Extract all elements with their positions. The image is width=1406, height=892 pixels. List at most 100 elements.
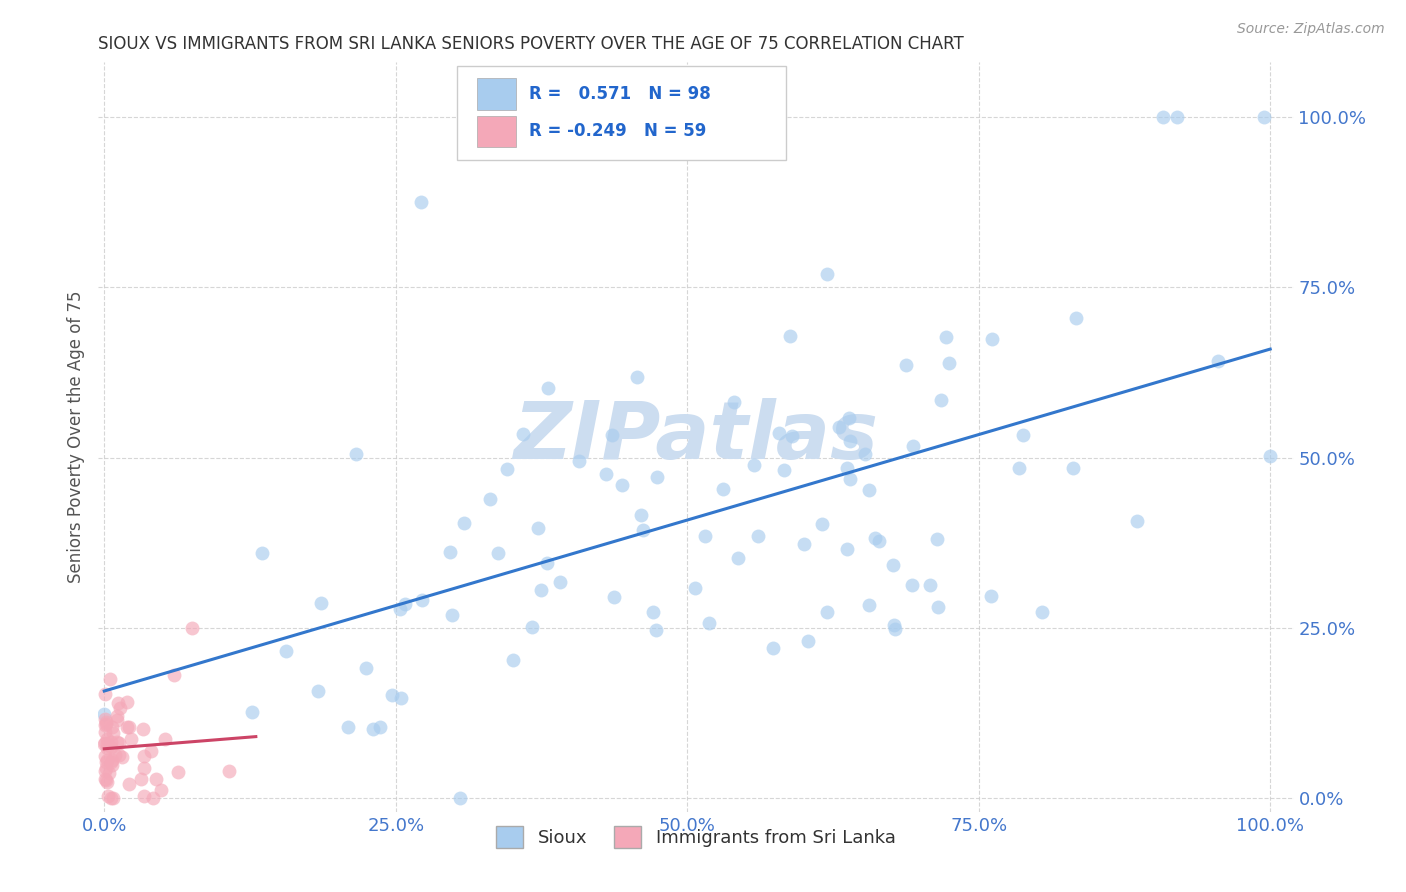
Point: [697, 616, 720, 631]
Point: [838, 472, 860, 486]
Point: [931, 392, 953, 407]
Point: [981, 333, 1004, 347]
Point: [896, 359, 918, 373]
Point: [1166, 110, 1188, 124]
Point: [103, 726, 125, 740]
Text: R = -0.249   N = 59: R = -0.249 N = 59: [529, 122, 706, 140]
Point: [411, 195, 433, 210]
Point: [389, 691, 412, 706]
Point: [307, 683, 329, 698]
Point: [610, 477, 633, 491]
Point: [218, 764, 240, 778]
Point: [94, 772, 117, 786]
Point: [600, 428, 623, 442]
Point: [94, 718, 117, 732]
Point: [142, 791, 165, 805]
Point: [101, 790, 124, 805]
Point: [180, 621, 202, 635]
Point: [96, 717, 118, 731]
Point: [768, 425, 790, 440]
Text: SIOUX VS IMMIGRANTS FROM SRI LANKA SENIORS POVERTY OVER THE AGE OF 75 CORRELATIO: SIOUX VS IMMIGRANTS FROM SRI LANKA SENIO…: [98, 35, 965, 53]
Point: [94, 748, 117, 763]
Point: [1258, 450, 1281, 464]
Point: [107, 736, 129, 750]
Point: [925, 532, 948, 546]
Point: [94, 761, 117, 775]
Point: [100, 735, 122, 749]
Point: [240, 706, 263, 720]
Point: [723, 395, 745, 409]
Point: [980, 589, 1002, 603]
Point: [394, 597, 416, 611]
Point: [1062, 461, 1084, 475]
Text: Source: ZipAtlas.com: Source: ZipAtlas.com: [1237, 22, 1385, 37]
Point: [411, 593, 433, 607]
Point: [595, 467, 617, 481]
Point: [309, 596, 332, 610]
Point: [118, 721, 141, 735]
Point: [132, 789, 155, 804]
Point: [93, 707, 115, 722]
Point: [336, 721, 359, 735]
Point: [858, 483, 880, 498]
Point: [853, 447, 876, 461]
Point: [645, 470, 668, 484]
Point: [512, 427, 534, 442]
Point: [93, 737, 115, 751]
Point: [107, 747, 129, 762]
Point: [630, 508, 652, 522]
Point: [101, 758, 124, 772]
Point: [96, 741, 118, 756]
Point: [96, 772, 118, 787]
Point: [139, 744, 162, 758]
Text: ZIPatlas: ZIPatlas: [513, 398, 879, 476]
Point: [903, 439, 925, 453]
Point: [105, 713, 128, 727]
Point: [536, 556, 558, 570]
Point: [568, 454, 591, 468]
Point: [502, 653, 524, 667]
Point: [100, 739, 122, 754]
Point: [645, 623, 668, 637]
Point: [626, 369, 648, 384]
Point: [389, 602, 412, 616]
Point: [520, 620, 543, 634]
Point: [762, 640, 785, 655]
Point: [96, 738, 118, 752]
FancyBboxPatch shape: [477, 116, 516, 147]
Point: [344, 447, 367, 461]
Point: [479, 492, 502, 507]
Point: [100, 672, 122, 686]
Point: [101, 720, 124, 734]
Point: [111, 749, 134, 764]
Point: [643, 605, 665, 619]
Point: [1206, 353, 1229, 368]
Point: [527, 521, 550, 535]
Point: [938, 356, 960, 370]
Point: [496, 461, 519, 475]
Point: [94, 712, 117, 726]
Point: [548, 575, 571, 590]
Point: [858, 598, 880, 612]
Point: [354, 661, 377, 675]
Point: [633, 523, 655, 537]
Point: [530, 583, 553, 598]
Point: [453, 516, 475, 530]
Point: [838, 411, 860, 425]
Point: [1253, 110, 1275, 124]
Point: [250, 546, 273, 560]
Point: [815, 267, 838, 281]
Point: [118, 777, 141, 791]
Point: [163, 668, 186, 682]
Point: [368, 720, 391, 734]
Point: [1031, 606, 1053, 620]
Point: [793, 537, 815, 551]
Point: [747, 529, 769, 543]
Point: [132, 761, 155, 775]
Point: [711, 482, 734, 496]
Point: [1008, 461, 1031, 475]
Point: [744, 458, 766, 472]
Point: [883, 622, 905, 636]
Point: [779, 328, 801, 343]
Point: [683, 581, 706, 595]
